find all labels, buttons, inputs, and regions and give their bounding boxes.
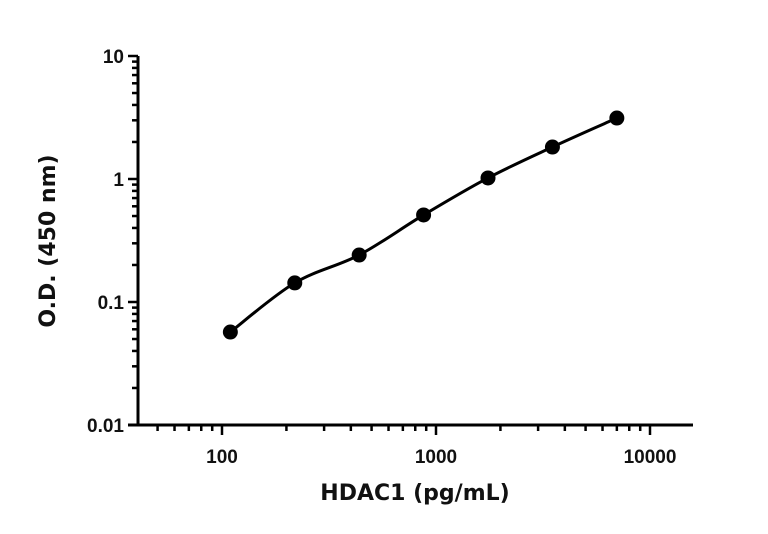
data-point [287, 275, 303, 291]
y-axis: 10 1 0.1 0.01 [87, 47, 140, 437]
x-axis: 100 1000 10000 [128, 423, 693, 468]
x-tick-label: 1000 [415, 447, 457, 468]
data-point [416, 207, 432, 223]
x-tick-label: 10000 [624, 447, 677, 468]
data-point [609, 110, 625, 126]
y-tick-label: 0.01 [87, 416, 124, 437]
y-tick-label: 0.1 [98, 293, 125, 314]
data-points [222, 110, 625, 340]
data-point [544, 139, 560, 155]
data-point [480, 170, 496, 186]
x-axis-title: HDAC1 (pg/mL) [320, 481, 509, 506]
y-tick-label: 1 [113, 170, 124, 191]
y-tick-label: 10 [103, 47, 124, 68]
data-point [222, 324, 238, 340]
data-point [351, 247, 367, 263]
y-axis-title: O.D. (450 nm) [36, 154, 61, 327]
x-tick-label: 100 [206, 447, 238, 468]
